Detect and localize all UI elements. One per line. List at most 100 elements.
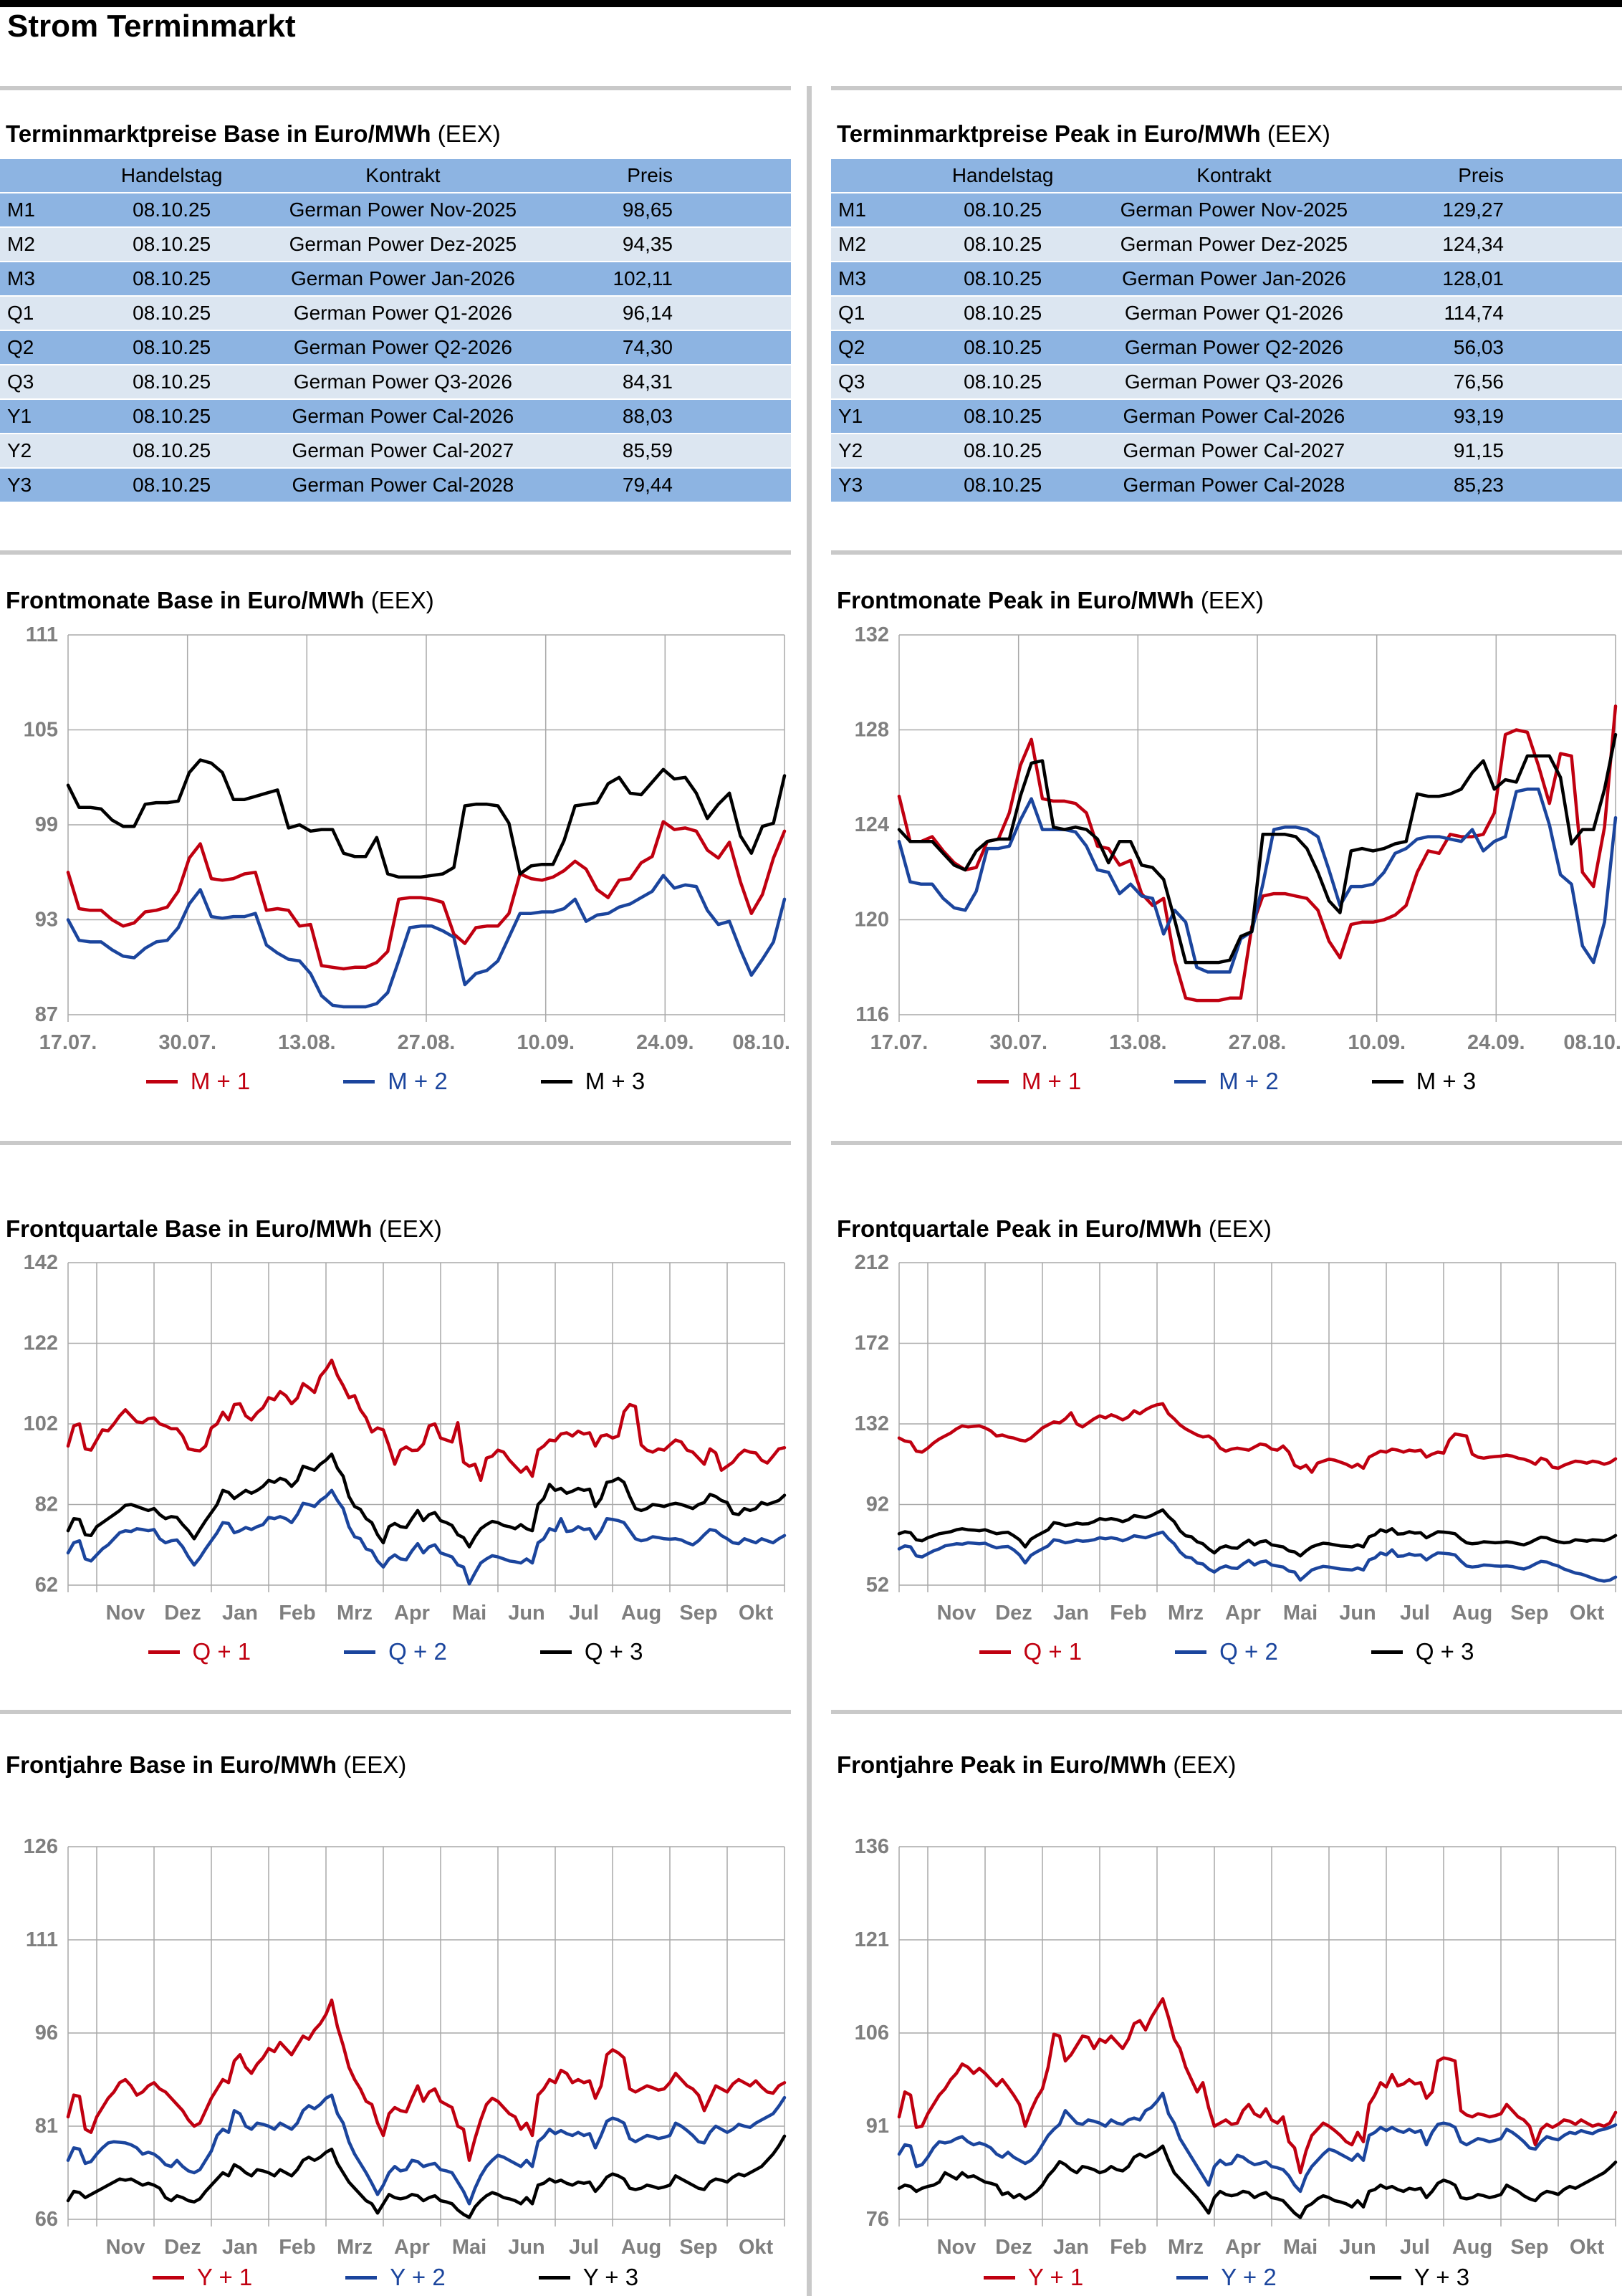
svg-text:Apr: Apr [1225,1602,1261,1625]
legend-item: M + 1 [976,1068,1081,1095]
svg-text:24.09.: 24.09. [1467,1031,1525,1054]
chart-title-suffix: (EEX) [378,1215,442,1242]
svg-text:91: 91 [866,2115,889,2138]
legend-label: Q + 2 [388,1638,447,1665]
svg-text:66: 66 [35,2208,58,2231]
svg-text:Jan: Jan [222,1602,258,1625]
legend-label: M + 2 [1219,1068,1279,1094]
table-row: M3 08.10.25 German Power Jan-2026 102,11 [0,262,791,295]
svg-text:Mrz: Mrz [1168,1602,1204,1625]
svg-text:Mai: Mai [1283,2236,1318,2259]
svg-text:Sep: Sep [679,1602,717,1625]
svg-text:Okt: Okt [1570,2236,1605,2259]
legend-label: Y + 1 [196,2264,253,2290]
svg-text:120: 120 [855,909,889,932]
separator-line [0,1141,791,1145]
chart-title-suffix: (EEX) [1200,587,1264,613]
svg-text:Okt: Okt [739,1602,774,1625]
svg-text:82: 82 [35,1493,58,1516]
chart-section-frontquartale-base: Frontquartale Base in Euro/MWh (EEX) 62 8… [0,1145,791,1665]
table-row: Q3 08.10.25 German Power Q3-2026 84,31 [0,365,791,398]
frontjahre-peak-svg: 76 91 106 121 136 Nov Dez Jan Feb Mrz Apr Mai Jun Jul… [855,1835,1618,2259]
legend-label: Y + 3 [582,2264,639,2290]
chart-legend: Y + 1 Y + 2 Y + 3 [831,2264,1622,2291]
svg-text:30.07.: 30.07. [989,1031,1047,1054]
legend-color-dash [1176,2275,1209,2280]
legend-color-dash [1175,1650,1207,1654]
table-row: Q2 08.10.25 German Power Q2-2026 56,03 [831,331,1622,364]
separator-line [831,86,1622,90]
svg-text:Dez: Dez [995,1602,1032,1625]
svg-text:212: 212 [855,1251,889,1274]
chart-title: Frontjahre Base in Euro/MWh (EEX) [6,1751,407,1778]
legend-label: M + 1 [190,1068,251,1094]
svg-text:27.08.: 27.08. [1229,1031,1287,1054]
svg-text:96: 96 [35,2022,58,2044]
svg-text:Jul: Jul [569,2236,599,2259]
svg-text:102: 102 [24,1412,58,1435]
legend-color-dash [343,1079,375,1084]
svg-text:99: 99 [35,813,58,836]
legend-color-dash [1371,1650,1403,1654]
table-section-base: Terminmarktpreise Base in Euro/MWh (EEX)… [0,90,791,503]
table-row: M1 08.10.25 German Power Nov-2025 129,27 [831,193,1622,226]
chart-legend: Q + 1 Q + 2 Q + 3 [0,1638,791,1665]
table-row: Q2 08.10.25 German Power Q2-2026 74,30 [0,331,791,364]
svg-text:Nov: Nov [106,2236,145,2259]
svg-text:27.08.: 27.08. [398,1031,456,1054]
line-chart-frontjahre-base: 66 81 96 111 126 Nov Dez Jan Feb Mrz Apr Mai Jun Jul A… [0,1835,791,2261]
svg-text:Mai: Mai [452,1602,486,1625]
svg-text:Feb: Feb [279,1602,316,1625]
svg-text:128: 128 [855,719,889,742]
table-row: Y3 08.10.25 German Power Cal-2028 85,23 [831,469,1622,502]
line-chart-frontquartale-base: 62 82 102 122 142 Nov Dez Jan Feb Mrz Apr Mai Jun Jul… [0,1251,791,1627]
table-row: Y2 08.10.25 German Power Cal-2027 91,15 [831,434,1622,467]
legend-item: Y + 3 [1369,2264,1469,2291]
svg-text:Aug: Aug [621,2236,661,2259]
chart-legend: Q + 1 Q + 2 Q + 3 [831,1638,1622,1665]
heading-suffix: (EEX) [1267,120,1330,147]
svg-text:Jul: Jul [1400,1602,1430,1625]
legend-color-dash [145,1079,178,1084]
svg-text:Okt: Okt [739,2236,774,2259]
svg-text:Jan: Jan [1053,1602,1089,1625]
svg-text:105: 105 [24,719,58,742]
svg-text:Sep: Sep [679,2236,717,2259]
chart-section-frontquartale-peak: Frontquartale Peak in Euro/MWh (EEX) 52 9… [831,1145,1622,1665]
svg-text:Mrz: Mrz [337,2236,373,2259]
table-row: M2 08.10.25 German Power Dez-2025 124,34 [831,228,1622,261]
svg-text:142: 142 [24,1251,58,1274]
svg-text:Apr: Apr [394,1602,430,1625]
chart-title-suffix: (EEX) [343,1751,407,1778]
table-header-row: Handelstag Kontrakt Preis [0,159,791,192]
svg-text:Sep: Sep [1510,2236,1548,2259]
legend-item: Y + 1 [983,2264,1083,2291]
table-row: Y3 08.10.25 German Power Cal-2028 79,44 [0,469,791,502]
col-header-handelstag: Handelstag [916,159,1089,192]
svg-text:121: 121 [855,1928,889,1951]
table-row: Y2 08.10.25 German Power Cal-2027 85,59 [0,434,791,467]
svg-text:172: 172 [855,1332,889,1355]
svg-text:24.09.: 24.09. [636,1031,694,1054]
svg-text:08.10.: 08.10. [1563,1031,1621,1054]
table-row: Y1 08.10.25 German Power Cal-2026 88,03 [0,400,791,433]
table-row: Y1 08.10.25 German Power Cal-2026 93,19 [831,400,1622,433]
separator-line [0,86,791,90]
svg-text:62: 62 [35,1574,58,1597]
chart-title: Frontmonate Peak in Euro/MWh (EEX) [837,587,1264,613]
svg-text:116: 116 [855,1003,889,1026]
table-row: Q3 08.10.25 German Power Q3-2026 76,56 [831,365,1622,398]
svg-text:Feb: Feb [1110,2236,1147,2259]
legend-item: Y + 2 [1176,2264,1277,2291]
svg-text:52: 52 [866,1574,889,1597]
svg-text:Jun: Jun [508,1602,545,1625]
svg-text:Mrz: Mrz [337,1602,373,1625]
chart-title: Frontmonate Base in Euro/MWh (EEX) [6,587,434,613]
legend-item: Y + 1 [152,2264,253,2291]
svg-text:81: 81 [35,2115,58,2138]
line-chart-frontjahre-peak: 76 91 106 121 136 Nov Dez Jan Feb Mrz Apr Mai Jun Jul… [831,1835,1622,2261]
section-heading: Terminmarktpreise Base in Euro/MWh (EEX) [6,120,501,147]
separator-line [0,550,791,555]
legend-item: Q + 3 [1371,1638,1474,1665]
legend-label: M + 3 [1416,1068,1477,1094]
